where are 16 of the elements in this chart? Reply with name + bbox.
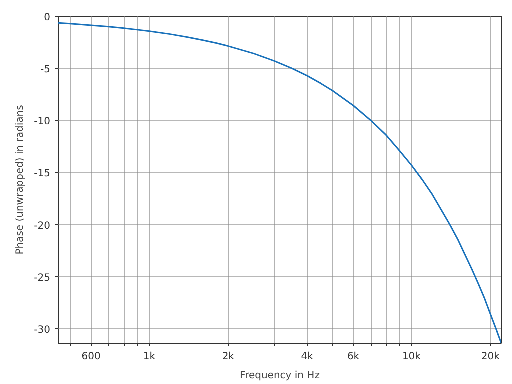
- y-tick-label: 0: [44, 12, 51, 24]
- y-tick-label: -15: [34, 168, 51, 180]
- x-tick-label: 20k: [481, 352, 500, 362]
- x-tick-label: 6k: [347, 352, 360, 362]
- y-tick-label: -10: [34, 116, 51, 128]
- y-tick-label: -20: [34, 220, 51, 232]
- y-axis-title: Phase (unwrapped) in radians: [15, 105, 26, 255]
- x-tick-label: 4k: [301, 352, 314, 362]
- y-tick-label: -25: [34, 272, 51, 284]
- y-tick-label: -5: [40, 64, 51, 76]
- x-tick-label: 600: [82, 352, 101, 362]
- x-tick-label: 2k: [222, 352, 235, 362]
- y-tick-label: -30: [34, 324, 51, 336]
- x-tick-label: 10k: [402, 352, 422, 362]
- x-tick-label: 1k: [143, 352, 156, 362]
- x-axis-title: Frequency in Hz: [240, 370, 320, 382]
